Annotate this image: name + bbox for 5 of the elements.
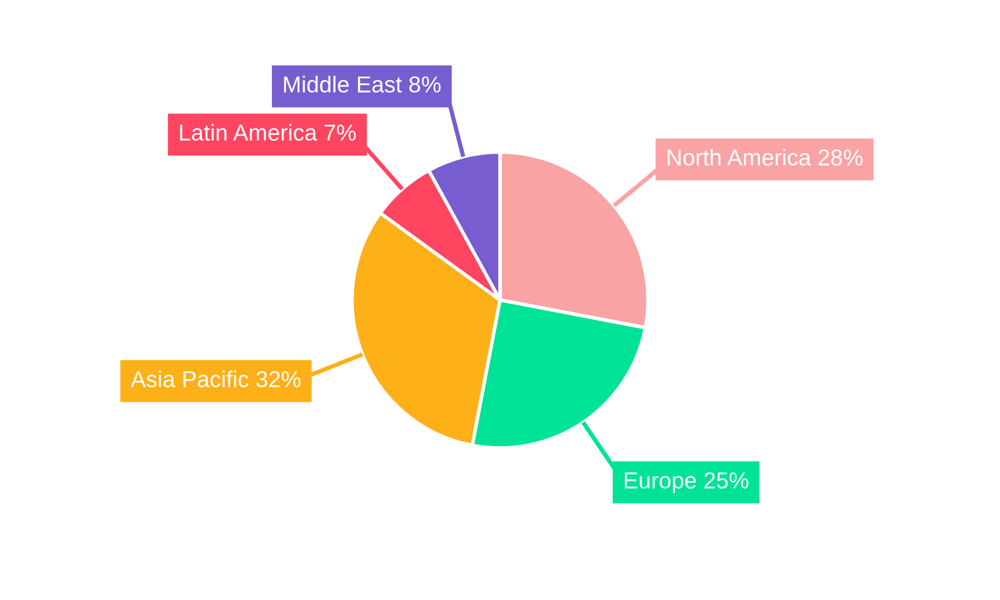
slice-label: Middle East 8% — [284, 76, 441, 93]
slice-label: Europe 25% — [624, 472, 748, 494]
slice-label: North America 28% — [668, 148, 863, 166]
slice-label: Latin America 7% — [180, 124, 356, 141]
slice-label: Asia Pacific 32% — [130, 370, 301, 388]
